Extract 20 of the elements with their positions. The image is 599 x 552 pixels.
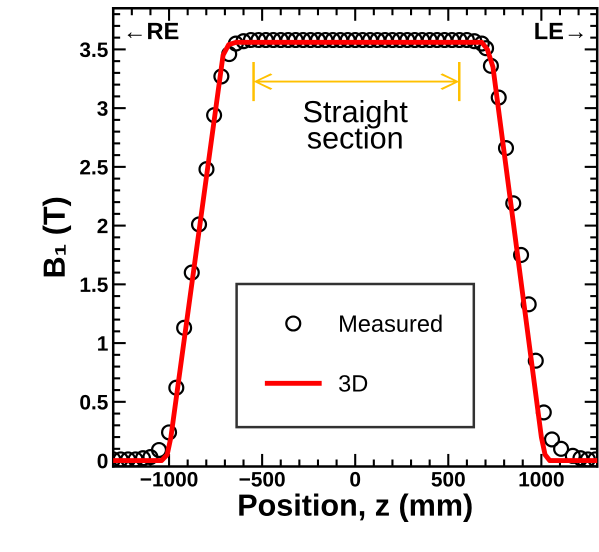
- legend-label: 3D: [339, 375, 368, 392]
- x-tick-label: −500: [240, 472, 285, 487]
- y-tick-label: 2: [97, 218, 108, 234]
- annotation: ←RE: [128, 22, 178, 40]
- x-tick-label: 1000: [520, 472, 564, 487]
- y-tick-label: 0.5: [80, 394, 108, 410]
- y-tick-label: 0: [98, 454, 108, 468]
- x-axis-title: Position, z (mm): [239, 494, 472, 522]
- y-axis-title: B₁ (T): [42, 198, 72, 276]
- x-tick-label: 500: [432, 472, 465, 487]
- x-tick-label: −1000: [140, 472, 198, 487]
- y-tick-label: 3: [97, 101, 108, 116]
- annotation: LE→: [535, 22, 583, 40]
- x-tick-label: 0: [350, 472, 360, 487]
- y-tick-label: 3.5: [80, 42, 108, 58]
- y-tick-label: 2.5: [80, 160, 108, 175]
- y-tick-label: 1: [98, 336, 108, 351]
- legend-label: Measured: [340, 314, 442, 332]
- y-tick-label: 1.5: [80, 278, 108, 292]
- annotation: Straight section: [304, 100, 408, 149]
